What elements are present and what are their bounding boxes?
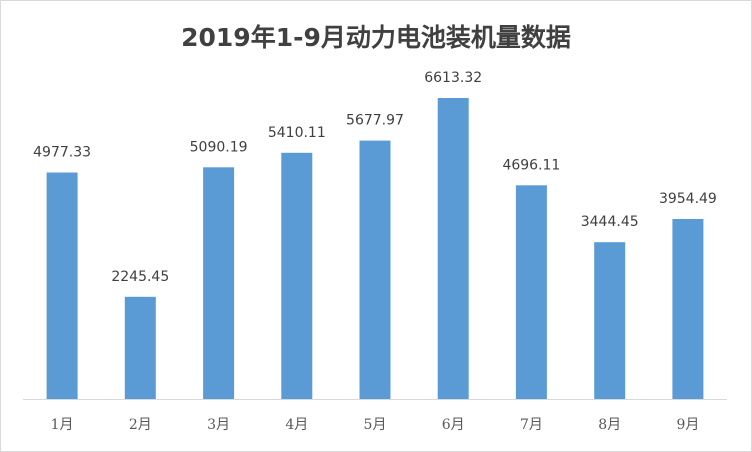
x-tick-label-6: 6月 bbox=[442, 417, 465, 433]
data-label-6: 6613.32 bbox=[424, 70, 482, 86]
x-tick-label-3: 3月 bbox=[207, 417, 230, 433]
data-label-3: 5090.19 bbox=[190, 139, 248, 155]
x-tick-label-2: 2月 bbox=[129, 417, 152, 433]
bar-1 bbox=[46, 172, 78, 399]
bar-8 bbox=[594, 242, 626, 399]
x-tick-label-1: 1月 bbox=[51, 417, 74, 433]
data-label-5: 5677.97 bbox=[346, 113, 404, 129]
bar-4 bbox=[281, 152, 313, 399]
x-tick-label-8: 8月 bbox=[598, 417, 621, 433]
bar-2 bbox=[124, 296, 156, 399]
data-labels-layer: 4977.33 2245.45 5090.19 5410.11 5677.97 6613.… bbox=[33, 70, 717, 285]
x-tick-labels-layer: 1月 2月 3月 4月 5月 6月 7月 8月 9月 bbox=[51, 417, 700, 433]
bar-6 bbox=[437, 98, 469, 399]
data-label-9: 3954.49 bbox=[659, 191, 717, 207]
bar-5 bbox=[359, 140, 391, 399]
data-label-4: 5410.11 bbox=[268, 125, 326, 141]
data-label-2: 2245.45 bbox=[111, 269, 169, 285]
x-tick-label-4: 4月 bbox=[285, 417, 308, 433]
bars-layer bbox=[46, 98, 704, 399]
data-label-8: 3444.45 bbox=[581, 214, 639, 230]
data-label-1: 4977.33 bbox=[33, 145, 91, 161]
x-tick-label-7: 7月 bbox=[520, 417, 543, 433]
x-tick-label-9: 9月 bbox=[676, 417, 699, 433]
x-tick-label-5: 5月 bbox=[364, 417, 387, 433]
bar-9 bbox=[672, 219, 704, 399]
bar-3 bbox=[203, 167, 235, 399]
chart-title: 2019年1-9月动力电池装机量数据 bbox=[181, 23, 571, 52]
bar-7 bbox=[515, 185, 547, 399]
data-label-7: 4696.11 bbox=[502, 157, 560, 173]
